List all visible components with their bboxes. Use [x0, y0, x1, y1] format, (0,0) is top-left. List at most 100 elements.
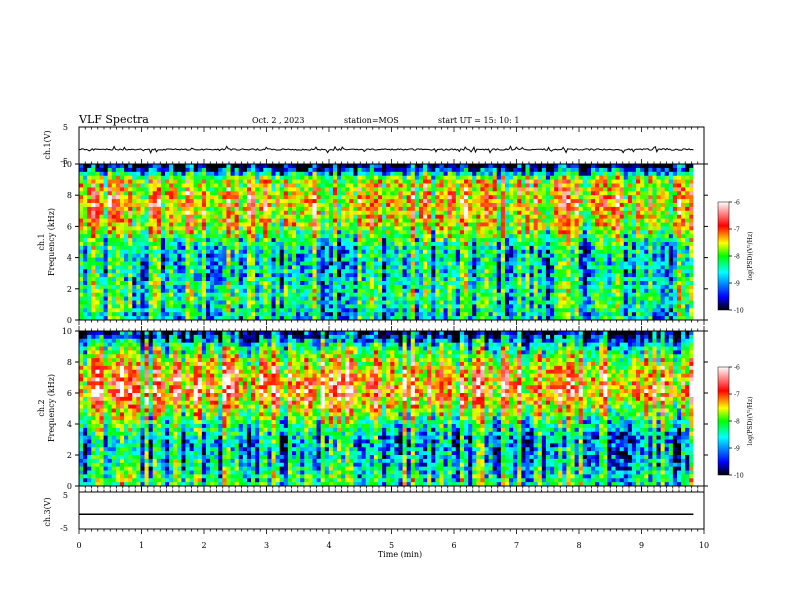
ch1-spectrogram-cell: [431, 261, 436, 266]
ch1-spectrogram-cell: [95, 242, 100, 247]
ch1-spectrogram-cell: [390, 277, 395, 282]
ch1-spectrogram-cell: [464, 203, 469, 208]
ch1-spectrogram-cell: [492, 300, 498, 305]
ch1-spectrogram-cell: [173, 164, 178, 169]
ch1-spectrogram-cell: [132, 191, 137, 196]
ch1-spectrogram-cell: [373, 308, 379, 313]
ch1-spectrogram-cell: [296, 175, 301, 180]
ch1-spectrogram-cell: [509, 191, 514, 196]
ch1-spectrogram-cell: [267, 304, 272, 309]
ch1-spectrogram-cell: [234, 167, 240, 173]
ch1-spectrogram-cell: [574, 277, 580, 282]
ch1-spectrogram-cell: [345, 245, 350, 251]
ch1-spectrogram-cell: [554, 273, 559, 278]
ch1-spectrogram-cell: [91, 171, 96, 177]
ch1-spectrogram-cell: [427, 210, 432, 216]
ch1-spectrogram-cell: [369, 245, 375, 251]
ch1-spectrogram-cell: [472, 273, 477, 278]
ch1-spectrogram-cell: [431, 273, 436, 278]
ch1-spectrogram-cell: [320, 284, 326, 290]
ch1-spectrogram-cell: [177, 203, 182, 208]
ch1-spectrogram-cell: [357, 238, 363, 243]
ch1-spectrogram-cell: [386, 257, 391, 262]
ch1-spectrogram-cell: [263, 210, 268, 216]
ch1-spectrogram-cell: [427, 179, 432, 184]
ch1-spectrogram-cell: [345, 175, 350, 180]
ch1-spectrogram-cell: [312, 183, 317, 188]
ch1-spectrogram-cell: [189, 218, 195, 223]
ch1-spectrogram-cell: [115, 265, 121, 270]
ch1-spectrogram-cell: [156, 183, 162, 188]
ch1-spectrogram-cell: [578, 249, 584, 255]
ch1-spectrogram-cell: [353, 277, 358, 282]
ch1-spectrogram-cell: [537, 238, 543, 243]
ch1-spectrogram-cell: [443, 265, 449, 270]
ch1-spectrogram-cell: [369, 183, 375, 188]
ch1-spectrogram-cell: [83, 292, 88, 297]
ch1-spectrogram-cell: [472, 164, 477, 169]
ch1-spectrogram-cell: [201, 284, 207, 290]
ch1-spectrogram-cell: [165, 261, 170, 266]
ch1-spectrogram-cell: [341, 312, 346, 317]
ch1-spectrogram-cell: [107, 222, 113, 227]
ch1-spectrogram-cell: [464, 312, 469, 317]
ch1-spectrogram-cell: [218, 218, 223, 223]
ch1-spectrogram-cell: [83, 164, 88, 169]
ch1-spectrogram-cell: [402, 261, 408, 266]
ch1-spectrogram-cell: [484, 234, 489, 239]
ch1-spectrogram-cell: [582, 257, 588, 262]
ch1-spectrogram-cell: [312, 191, 317, 196]
ch1-spectrogram-cell: [545, 234, 551, 239]
ch1-spectrogram-cell: [488, 304, 494, 309]
ch1-spectrogram-cell: [87, 187, 92, 192]
ch1-spectrogram-cell: [468, 179, 473, 184]
ch1-spectrogram-cell: [488, 281, 494, 286]
ch1-spectrogram-cell: [349, 300, 354, 305]
ch1-spectrogram-cell: [279, 179, 285, 184]
ch1-spectrogram-cell: [578, 175, 584, 180]
ch1-spectrogram-cell: [406, 304, 412, 309]
ch1-spectrogram-cell: [357, 253, 363, 258]
ch1-spectrogram-cell: [140, 203, 145, 208]
ch1-spectrogram-cell: [87, 238, 92, 243]
ch1-spectrogram-cell: [513, 210, 518, 216]
ch1-spectrogram-cell: [79, 171, 84, 177]
ch1-spectrogram-cell: [492, 179, 498, 184]
ch1-spectrogram-cell: [484, 171, 489, 177]
ch1-spectrogram-cell: [496, 265, 502, 270]
ch1-spectrogram-cell: [189, 273, 195, 278]
ch1-spectrogram-cell: [431, 292, 436, 297]
ch1-spectrogram-cell: [464, 230, 469, 235]
ch1-spectrogram-cell: [500, 164, 506, 169]
ch1-spectrogram-cell: [472, 257, 477, 262]
ch1-spectrogram-cell: [345, 265, 350, 270]
ch1-spectrogram-cell: [496, 203, 502, 208]
ch1-spectrogram-cell: [95, 191, 100, 196]
ch1-spectrogram-cell: [414, 277, 420, 282]
ch1-spectrogram-cell: [107, 238, 113, 243]
ch1-spectrogram-cell: [210, 249, 215, 255]
ch1-spectrogram-cell: [357, 269, 363, 274]
ch1-spectrogram-cell: [402, 203, 408, 208]
ch1-spectrogram-cell: [394, 214, 399, 219]
ch1-spectrogram-cell: [332, 218, 338, 223]
ch1-spectrogram-cell: [521, 257, 526, 262]
ch1-spectrogram-cell: [119, 187, 125, 192]
ch1-spectrogram-cell: [242, 253, 248, 258]
ch1-spectrogram-cell: [447, 226, 453, 231]
ch1-spectrogram-cell: [242, 296, 248, 301]
ch1-spectrogram-cell: [570, 300, 575, 305]
ch1-spectrogram-cell: [156, 218, 162, 223]
ch1-spectrogram-cell: [271, 273, 276, 278]
ch1-spectrogram-cell: [586, 242, 592, 247]
ch1-spectrogram-cell: [238, 187, 244, 192]
ch1-spectrogram-cell: [328, 253, 334, 258]
ch1-spectrogram-cell: [291, 308, 297, 313]
ch1-spectrogram-cell: [193, 273, 199, 278]
ch1-spectrogram-cell: [349, 265, 354, 270]
ch1-spectrogram-cell: [222, 226, 227, 231]
ch1-spectrogram-cell: [234, 242, 240, 247]
ch1-spectrogram-cell: [406, 249, 412, 255]
ch1-spectrogram-cell: [431, 284, 436, 290]
ch1-spectrogram-cell: [148, 253, 154, 258]
